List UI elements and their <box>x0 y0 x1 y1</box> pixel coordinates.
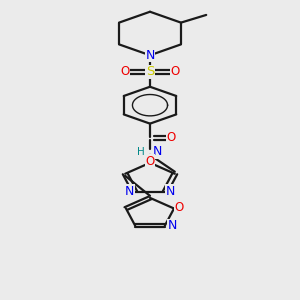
Text: N: N <box>168 219 177 232</box>
Text: H: H <box>137 147 145 157</box>
Text: O: O <box>120 65 129 78</box>
Text: O: O <box>146 155 154 168</box>
Text: O: O <box>167 131 176 144</box>
Text: N: N <box>145 49 155 62</box>
Text: O: O <box>174 201 184 214</box>
Text: N: N <box>166 185 175 198</box>
Text: N: N <box>125 185 134 198</box>
Text: O: O <box>171 65 180 78</box>
Text: N: N <box>153 145 162 158</box>
Text: S: S <box>146 65 154 78</box>
